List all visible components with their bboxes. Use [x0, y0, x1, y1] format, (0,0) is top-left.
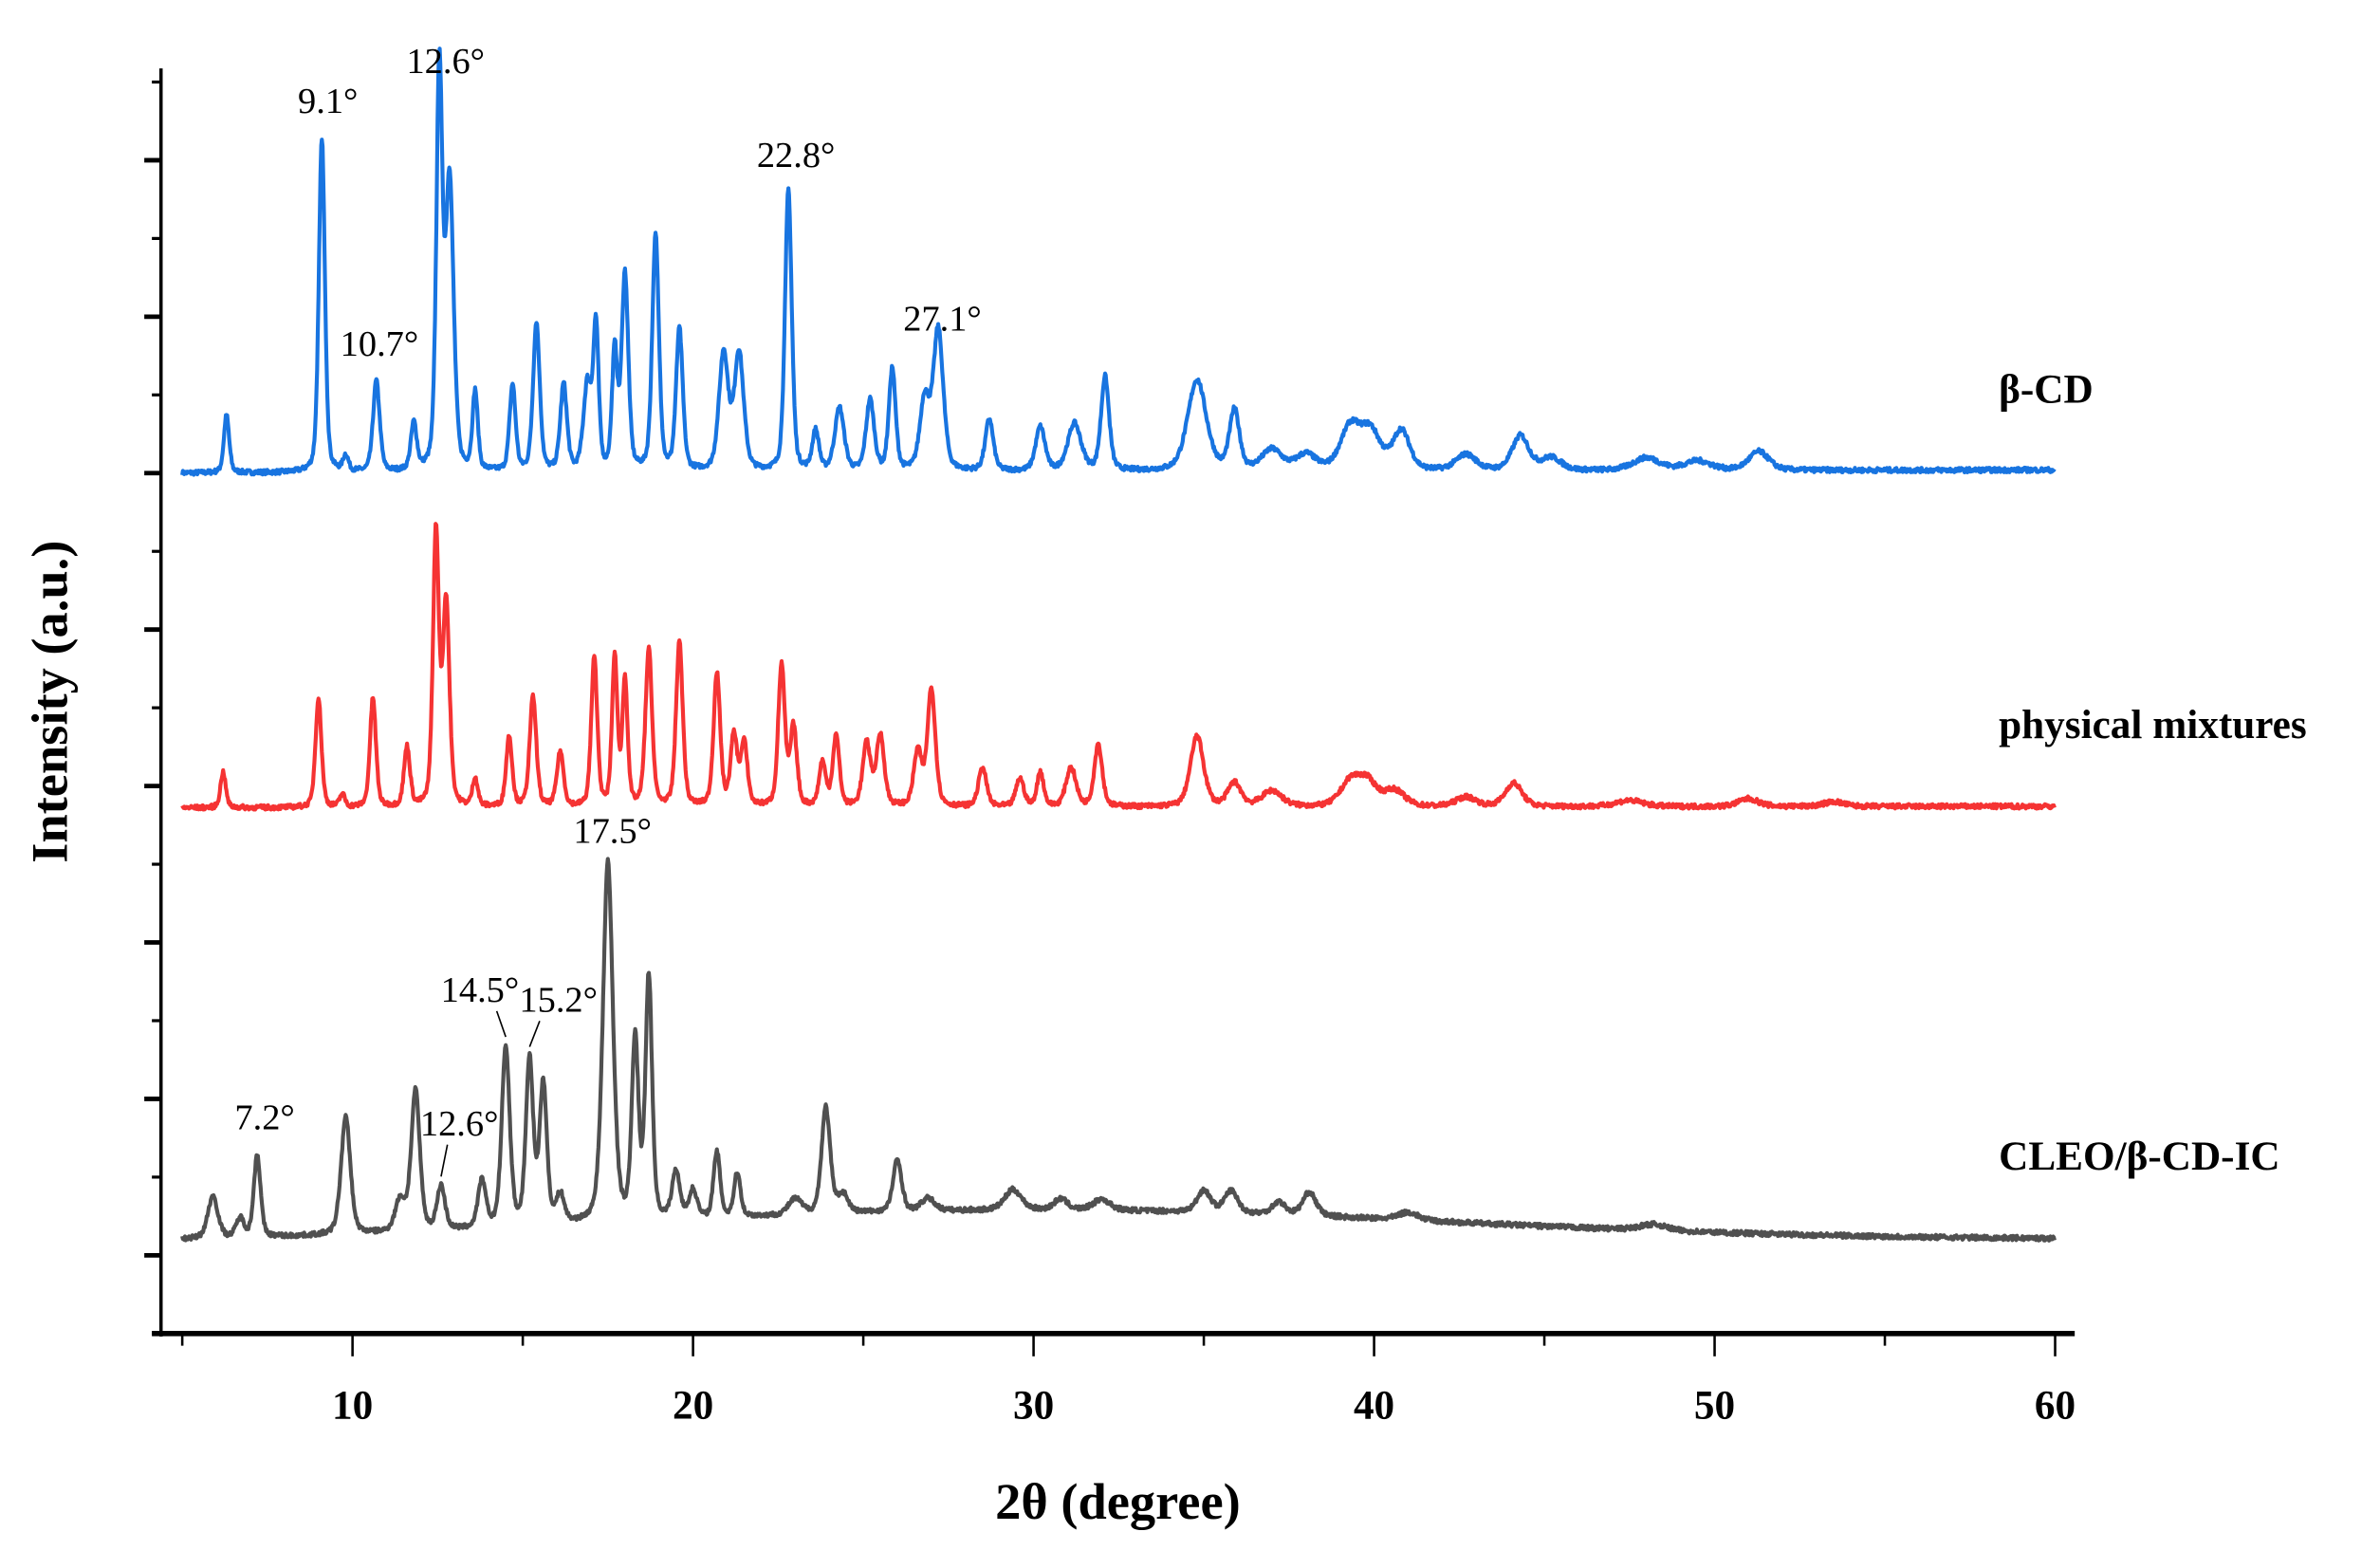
peak-annotation: 14.5° [441, 970, 520, 1010]
x-tick-label: 10 [332, 1382, 373, 1428]
series-line-1 [180, 522, 2057, 812]
annotation-leader-line [528, 1021, 541, 1047]
series-label: physical mixtures [1999, 702, 2307, 747]
series-line-2 [180, 857, 2057, 1243]
x-tick-label: 20 [673, 1382, 713, 1428]
annotations-group: β-CD 9.1° 12.6° 10.7° 22.8° 27.1° physical mix… [234, 42, 2306, 1179]
series-group [180, 46, 2057, 1243]
x-tick-label: 60 [2035, 1382, 2076, 1428]
peak-annotation: 10.7° [341, 324, 419, 364]
peak-annotation: 12.6° [406, 42, 485, 82]
x-tick-label: 40 [1354, 1382, 1394, 1428]
x-tick-label: 50 [1694, 1382, 1735, 1428]
peak-annotation: 22.8° [757, 136, 836, 175]
annotation-leader-line [440, 1144, 449, 1177]
series-label: β-CD [1999, 366, 2094, 412]
axes: 10 20 30 40 50 60 [144, 68, 2076, 1428]
y-axis-title: Intensity (a.u.) [20, 541, 78, 863]
annotation-leader-line [495, 1010, 507, 1038]
peak-annotation: 17.5° [573, 811, 652, 851]
peak-annotation: 9.1° [298, 82, 358, 121]
peak-annotation: 27.1° [903, 299, 982, 339]
x-axis-title: 2θ (degree) [995, 1472, 1241, 1530]
peak-annotation: 12.6° [420, 1104, 499, 1144]
series-label: CLEO/β-CD-IC [1999, 1134, 2280, 1179]
peak-annotation: 7.2° [234, 1098, 294, 1137]
x-tick-label: 30 [1013, 1382, 1054, 1428]
peak-annotation: 15.2° [519, 981, 598, 1021]
series-line-0 [180, 46, 2057, 477]
